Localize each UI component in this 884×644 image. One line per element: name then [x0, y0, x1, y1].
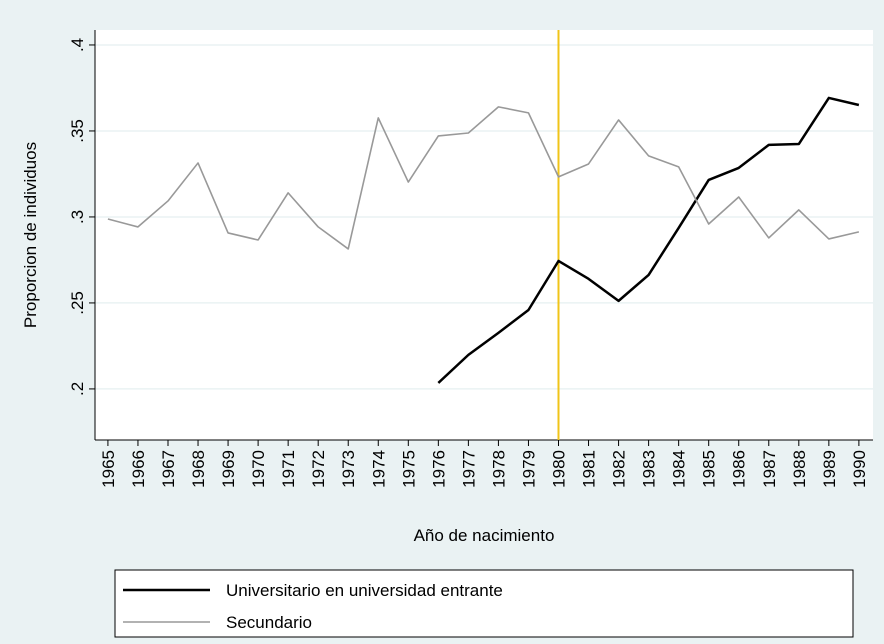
y-tick-label: .2	[68, 382, 87, 396]
x-tick-label: 1978	[489, 450, 508, 488]
series-line	[437, 96, 860, 384]
x-tick-label: 1967	[159, 450, 178, 488]
x-tick-label: 1970	[249, 450, 268, 488]
x-tick-label: 1971	[279, 450, 298, 488]
plot-area	[95, 30, 873, 440]
series-line	[107, 106, 860, 250]
x-tick-label: 1985	[700, 450, 719, 488]
y-tick-label: .25	[68, 291, 87, 315]
x-tick-label: 1976	[429, 450, 448, 488]
x-tick-label: 1987	[760, 450, 779, 488]
x-tick-label: 1990	[850, 450, 869, 488]
x-tick-label: 1986	[730, 450, 749, 488]
x-tick-label: 1979	[519, 450, 538, 488]
x-tick-label: 1975	[399, 450, 418, 488]
x-tick-label: 1966	[129, 450, 148, 488]
x-tick-label: 1969	[219, 450, 238, 488]
y-tick-label: .4	[68, 38, 87, 52]
x-axis-title: Año de nacimiento	[414, 526, 555, 545]
y-tick-label: .3	[68, 210, 87, 224]
x-tick-label: 1981	[580, 450, 599, 488]
y-axis-title: Proporcion de individuos	[21, 142, 40, 328]
x-tick-label: 1974	[369, 450, 388, 488]
x-tick-label: 1982	[610, 450, 629, 488]
y-tick-label: .35	[68, 119, 87, 143]
x-tick-label: 1989	[820, 450, 839, 488]
x-tick-label: 1988	[790, 450, 809, 488]
x-tick-label: 1984	[670, 450, 689, 488]
x-tick-label: 1968	[189, 450, 208, 488]
x-tick-label: 1965	[99, 450, 118, 488]
legend	[114, 569, 854, 638]
x-tick-label: 1973	[339, 450, 358, 488]
legend-label: Universitario en universidad entrante	[226, 581, 503, 600]
x-tick-label: 1972	[309, 450, 328, 488]
x-tick-label: 1977	[459, 450, 478, 488]
x-tick-label: 1980	[549, 450, 568, 488]
legend-label: Secundario	[226, 613, 312, 632]
x-tick-label: 1983	[640, 450, 659, 488]
